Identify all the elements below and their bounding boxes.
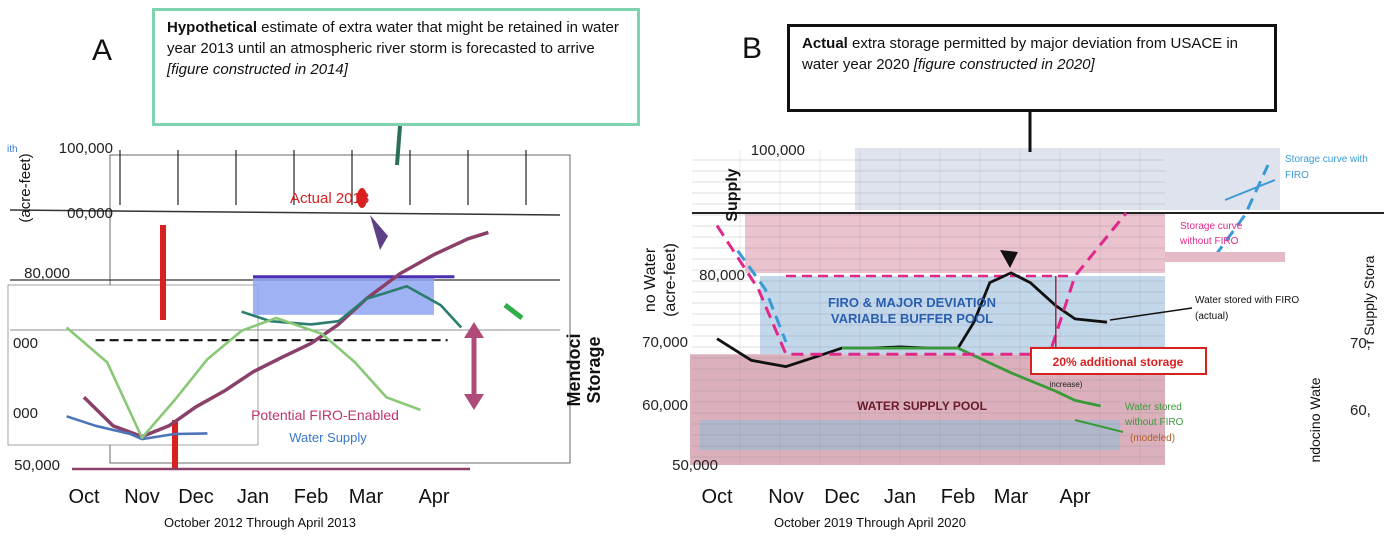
panel-a-x-tick-label: Apr	[418, 486, 449, 508]
panel-b-top-band	[855, 148, 1280, 210]
panel-a-y-tick-label: 100,000	[59, 140, 113, 157]
panel-b-arrowhead-icon	[1000, 250, 1018, 268]
panel-b-supply-axis-label: Supply	[724, 168, 741, 221]
panel-a-series-label: Actual 2013	[290, 190, 369, 207]
panel-b-legend-label: (modeled)	[1130, 433, 1175, 444]
panel-b-y-tick-label: 50,000	[672, 457, 718, 474]
panel-b-buffer-label: VARIABLE BUFFER POOL	[831, 311, 993, 326]
panel-a-red-bar	[160, 225, 166, 320]
panel-b-x-tick-label: Mar	[994, 486, 1029, 508]
panel-b-right-axis-label: ndocino Wate	[1307, 377, 1323, 462]
panel-a-firo-region	[253, 276, 434, 315]
panel-a-x-tick-label: Jan	[237, 486, 269, 508]
panel-b-legend-label: Storage curve with	[1285, 154, 1368, 165]
panel-a-annotation-line-1: Potential FIRO-Enabled	[251, 407, 399, 423]
panel-a-x-axis-label: October 2012 Through April 2013	[164, 515, 356, 530]
panel-a-y-tick-label: 80,000	[24, 265, 70, 282]
panel-a-y-tick-label: 50,000	[14, 457, 60, 474]
callout-b-bold: Actual	[802, 35, 848, 52]
panel-b-y-tick-label: 70,000	[642, 334, 688, 351]
panel-a-annotation-line-2: Water Supply	[289, 430, 367, 445]
hypothetical-callout: Hypothetical estimate of extra water tha…	[152, 8, 640, 126]
panel-b-x-tick-label: Apr	[1059, 486, 1090, 508]
panel-b-legend-label: FIRO	[1285, 170, 1309, 181]
panel-b-series-line	[842, 346, 1101, 408]
panel-a-series-line	[82, 230, 489, 439]
panel-b-x-tick-label: Dec	[824, 486, 860, 508]
panel-a-arrow-up-icon	[464, 322, 484, 338]
panel-a-red-marker	[357, 188, 367, 208]
panel-a-grid-line	[9, 209, 561, 216]
panel-b-legend-label: without FIRO	[1179, 236, 1239, 247]
panel-a-y-tick-label: 000	[13, 405, 38, 422]
panel-a-mendocino-label: Storage	[584, 336, 604, 403]
panel-b-legend-label: Storage curve	[1180, 221, 1243, 232]
panel-b-x-axis-label: October 2019 Through April 2020	[774, 515, 966, 530]
panel-b-storage-box	[1030, 347, 1207, 375]
panel-a-x-tick-label: Nov	[124, 486, 160, 508]
panel-b-x-tick-label: Feb	[941, 486, 975, 508]
panel-b-supply-label: WATER SUPPLY POOL	[857, 399, 987, 413]
actual-callout: Actual extra storage permitted by major …	[787, 24, 1277, 112]
panel-a-letter: A	[92, 34, 113, 67]
panel-b-storage-sub: increase)	[1050, 380, 1083, 389]
panel-a-callout-pointer	[395, 125, 402, 166]
panel-b-series-line	[736, 249, 788, 343]
panel-a-arrowhead-icon	[370, 215, 388, 250]
panel-b-y-axis-label: (acre-feet)	[662, 243, 679, 317]
panel-b-legend-label: Water stored	[1125, 402, 1182, 413]
panel-b-series-line	[715, 212, 1128, 356]
panel-b-right-axis-label: r Supply Stora	[1361, 255, 1377, 344]
panel-b-storage-label: 20% additional storage	[1053, 355, 1184, 369]
panel-b-legend-label: without FIRO	[1124, 417, 1184, 428]
panel-b-y-tick-label: 100,000	[751, 142, 805, 159]
panel-a-x-tick-label: Feb	[294, 486, 328, 508]
panel-b-x-tick-label: Jan	[884, 486, 916, 508]
panel-a-x-tick-label: Dec	[178, 486, 214, 508]
panel-b-y-tick-right: 70,	[1350, 335, 1371, 352]
panel-b-upper-zone	[745, 213, 1165, 273]
panel-b-x-tick-label: Oct	[701, 486, 733, 508]
panel-b-y-tick-label: 80,000	[699, 267, 745, 284]
panel-a-green-fragment	[503, 303, 524, 320]
panel-a-series-line	[65, 316, 421, 440]
callout-a-text: estimate of extra water that might be re…	[167, 19, 619, 57]
panel-a-mendocino-label: Mendoci	[564, 333, 584, 406]
panel-a-side-label: ith	[7, 144, 18, 155]
callout-a-bold: Hypothetical	[167, 19, 258, 36]
panel-b-y-tick-right: 60,	[1350, 402, 1371, 419]
panel-a-series-line	[241, 285, 463, 329]
panel-b-legend-swatch	[1165, 252, 1285, 262]
panel-b-legend-pointer	[1109, 307, 1193, 321]
panel-b-letter: B	[742, 32, 763, 65]
panel-b-legend-pointer	[1074, 419, 1124, 433]
panel-b-x-tick-label: Nov	[768, 486, 804, 508]
panel-b-legend-label: Water stored with FIRO	[1195, 295, 1299, 306]
callout-b-italic: [figure constructed in 2020]	[913, 56, 1095, 73]
panel-a-series-line	[66, 415, 208, 441]
panel-b-firo-curve-fragment	[1213, 164, 1270, 257]
callout-b-text: extra storage permitted by major deviati…	[802, 35, 1239, 73]
callout-a-italic: [figure constructed in 2014]	[167, 61, 348, 78]
panel-a-x-tick-label: Oct	[68, 486, 100, 508]
panel-b-buffer-label: FIRO & MAJOR DEVIATION	[828, 295, 996, 310]
panel-a-y-axis-label: (acre-feet)	[17, 153, 34, 222]
panel-a-y-tick-label: 00,000	[67, 205, 113, 222]
panel-b-legend-pointer	[1224, 179, 1276, 201]
panel-b-y-axis-label: no Water	[642, 247, 659, 312]
panel-b-y-tick-label: 60,000	[642, 397, 688, 414]
panel-a-x-tick-label: Mar	[349, 486, 384, 508]
panel-b-legend-label: (actual)	[1195, 311, 1228, 322]
panel-a-red-bar	[172, 420, 178, 470]
panel-a-y-tick-label: 000	[13, 335, 38, 352]
panel-a-arrow-down-icon	[464, 394, 484, 410]
